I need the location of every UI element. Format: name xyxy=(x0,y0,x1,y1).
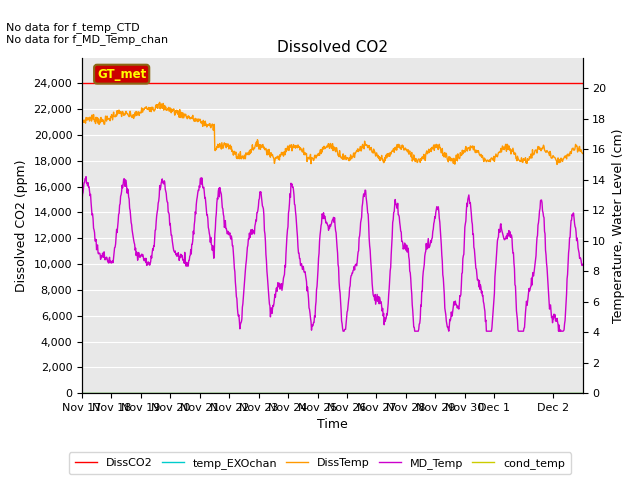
MD_Temp xyxy=(78,199,86,205)
temp_EXOchan xyxy=(579,390,586,396)
Title: Dissolved CO2: Dissolved CO2 xyxy=(277,40,388,55)
DissTemp xyxy=(281,152,289,158)
temp_EXOchan xyxy=(422,390,429,396)
MD_Temp xyxy=(299,264,307,269)
temp_EXOchan xyxy=(78,390,86,396)
DissTemp xyxy=(129,112,137,118)
X-axis label: Time: Time xyxy=(317,419,348,432)
temp_EXOchan xyxy=(468,390,476,396)
Line: DissTemp: DissTemp xyxy=(82,102,582,165)
DissTemp xyxy=(469,145,477,151)
cond_temp xyxy=(579,390,586,396)
Y-axis label: Temperature, Water Level (cm): Temperature, Water Level (cm) xyxy=(612,128,625,323)
DissTemp xyxy=(422,149,430,155)
DissCO2 xyxy=(477,81,485,86)
DissTemp xyxy=(478,155,486,160)
temp_EXOchan xyxy=(299,390,307,396)
DissCO2 xyxy=(78,81,86,86)
DissCO2 xyxy=(280,81,288,86)
MD_Temp xyxy=(423,246,431,252)
cond_temp xyxy=(78,390,86,396)
cond_temp xyxy=(280,390,288,396)
DissTemp xyxy=(78,116,86,122)
DissCO2 xyxy=(468,81,476,86)
DissTemp xyxy=(156,99,164,105)
DissTemp xyxy=(299,147,307,153)
DissTemp xyxy=(553,162,561,168)
MD_Temp xyxy=(479,293,486,299)
MD_Temp xyxy=(339,328,347,334)
Text: No data for f_MD_Temp_chan: No data for f_MD_Temp_chan xyxy=(6,34,168,45)
DissCO2 xyxy=(299,81,307,86)
Text: GT_met: GT_met xyxy=(97,68,147,81)
Text: No data for f_temp_CTD: No data for f_temp_CTD xyxy=(6,22,140,33)
temp_EXOchan xyxy=(129,390,137,396)
DissCO2 xyxy=(579,81,586,86)
temp_EXOchan xyxy=(477,390,485,396)
cond_temp xyxy=(477,390,485,396)
MD_Temp xyxy=(281,263,289,268)
cond_temp xyxy=(468,390,476,396)
cond_temp xyxy=(299,390,307,396)
DissTemp xyxy=(579,151,586,156)
MD_Temp xyxy=(470,231,477,237)
cond_temp xyxy=(422,390,429,396)
MD_Temp xyxy=(130,237,138,243)
Line: MD_Temp: MD_Temp xyxy=(82,177,582,331)
MD_Temp xyxy=(579,262,586,267)
cond_temp xyxy=(129,390,137,396)
Y-axis label: Dissolved CO2 (ppm): Dissolved CO2 (ppm) xyxy=(15,159,28,292)
DissCO2 xyxy=(129,81,137,86)
DissCO2 xyxy=(422,81,429,86)
temp_EXOchan xyxy=(280,390,288,396)
Legend: DissCO2, temp_EXOchan, DissTemp, MD_Temp, cond_temp: DissCO2, temp_EXOchan, DissTemp, MD_Temp… xyxy=(69,453,571,474)
MD_Temp xyxy=(82,174,90,180)
